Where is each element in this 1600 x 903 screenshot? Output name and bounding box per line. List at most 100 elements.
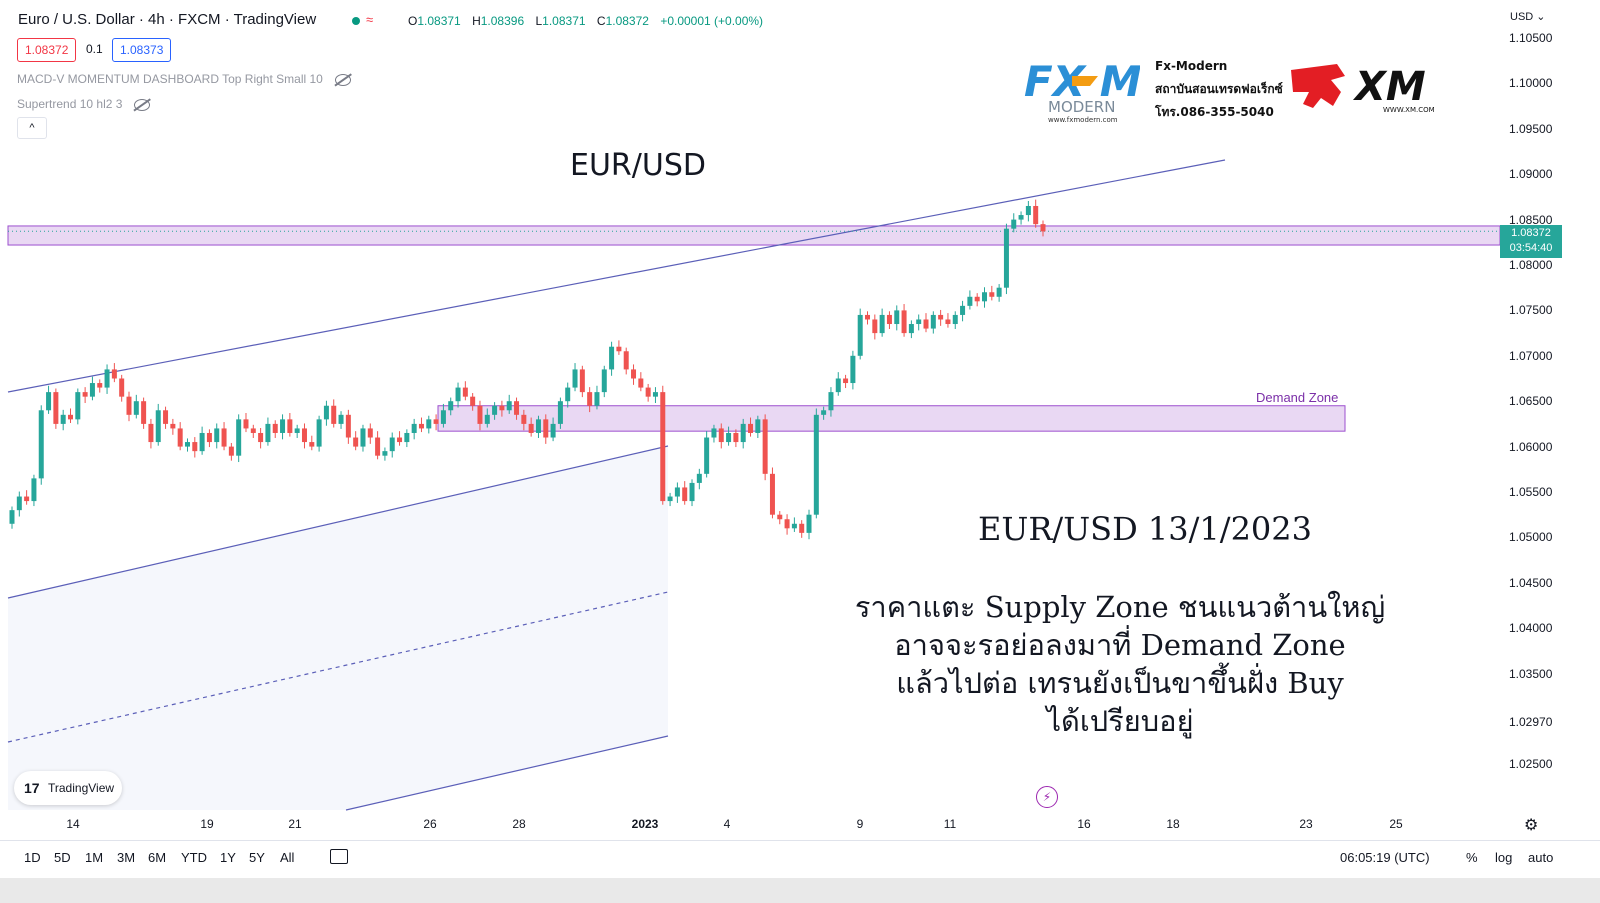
hidden-eye-icon[interactable] [134, 98, 151, 111]
candle-body [989, 292, 995, 297]
candle [638, 372, 644, 392]
candle-body [594, 392, 600, 406]
candle-body [960, 305, 966, 315]
candle-body [616, 346, 622, 352]
time-tick-label: 21 [288, 817, 302, 831]
candle-body [930, 314, 936, 329]
candle-body [177, 428, 183, 447]
currency-selector[interactable]: USD ⌄ [1510, 11, 1546, 23]
candle [696, 468, 702, 490]
settings-gear-icon[interactable]: ⚙ [1524, 817, 1539, 834]
candle [126, 391, 132, 422]
candle [908, 320, 914, 339]
channel-shade [8, 446, 668, 810]
price-chart[interactable] [0, 0, 1500, 840]
market-status-icon[interactable]: ≈ [352, 12, 392, 31]
candle [726, 426, 732, 446]
price-tick-label: 1.04000 [1509, 621, 1553, 636]
time-tick-label: 26 [423, 817, 437, 831]
candle-body [477, 405, 483, 424]
indicator-macd[interactable]: MACD-V MOMENTUM DASHBOARD Top Right Smal… [17, 72, 351, 86]
range-button-1d[interactable]: 1D [24, 850, 41, 865]
candle [148, 418, 154, 449]
svg-text:WWW.XM.COM: WWW.XM.COM [1383, 106, 1435, 114]
time-tick-label: 19 [200, 817, 214, 831]
candle-body [843, 378, 849, 384]
percent-scale-button[interactable]: % [1466, 850, 1478, 865]
symbol-title[interactable]: Euro / U.S. Dollar · 4h · FXCM · Trading… [18, 11, 317, 28]
candle [609, 341, 615, 376]
candle [938, 309, 944, 326]
candle-body [367, 428, 373, 438]
candle-body [206, 432, 212, 443]
candle [170, 418, 176, 435]
candle [177, 422, 183, 451]
candle-body [375, 437, 381, 456]
candle [755, 415, 761, 438]
time-tick-label: 16 [1077, 817, 1091, 831]
utc-clock[interactable]: 06:05:19 (UTC) [1340, 850, 1430, 865]
lightning-icon[interactable]: ⚡ [1036, 786, 1058, 808]
candle [360, 424, 366, 452]
range-button-1y[interactable]: 1Y [220, 850, 236, 865]
candle [930, 311, 936, 334]
bottom-strip [0, 878, 1600, 903]
range-button-1m[interactable]: 1M [85, 850, 104, 865]
candle [345, 409, 351, 444]
candle [601, 365, 607, 398]
candle-body [769, 473, 775, 515]
candle [806, 509, 812, 540]
candle-body [609, 346, 615, 370]
candle [543, 414, 549, 444]
range-button-5y[interactable]: 5Y [249, 850, 265, 865]
candle-body [301, 428, 307, 443]
candle [67, 408, 73, 423]
candle-body [272, 423, 278, 433]
candle-body [287, 419, 293, 433]
candle-body [214, 428, 220, 443]
price-tick-label: 1.09000 [1509, 167, 1553, 182]
collapse-indicators-button[interactable]: ^ [17, 117, 47, 139]
range-button-3m[interactable]: 3M [117, 850, 136, 865]
indicator-supertrend[interactable]: Supertrend 10 hl2 3 [17, 97, 151, 111]
candle-body [16, 496, 22, 511]
candle-body [799, 523, 805, 533]
candle [433, 414, 439, 431]
candle [323, 400, 329, 426]
candle [250, 424, 256, 438]
candle [645, 383, 651, 402]
hidden-eye-icon[interactable] [334, 73, 351, 86]
candle-body [938, 314, 944, 320]
range-button-6m[interactable]: 6M [148, 850, 167, 865]
candle [155, 403, 161, 446]
range-button-all[interactable]: All [280, 850, 295, 865]
date-range-icon[interactable] [330, 849, 348, 864]
time-tick-label: 4 [723, 817, 731, 831]
candle [784, 514, 790, 535]
candle [301, 423, 307, 449]
price-tick-label: 1.07000 [1509, 348, 1553, 363]
buy-price-button[interactable]: 1.08373 [112, 38, 172, 62]
candle [594, 385, 600, 410]
auto-scale-button[interactable]: auto [1528, 850, 1554, 865]
range-button-5d[interactable]: 5D [54, 850, 71, 865]
lower-channel-line [7, 445, 669, 599]
candle [879, 308, 885, 337]
log-scale-button[interactable]: log [1495, 850, 1513, 865]
candle [199, 426, 205, 455]
price-tick-label: 1.06500 [1509, 394, 1553, 409]
candle-body [916, 319, 922, 325]
candle-body [119, 378, 125, 397]
candle [470, 393, 476, 411]
candle [280, 414, 286, 440]
sell-price-button[interactable]: 1.08372 [17, 38, 77, 62]
candle [974, 293, 980, 307]
time-tick-label: 25 [1389, 817, 1403, 831]
time-tick-label: 23 [1299, 817, 1313, 831]
range-button-ytd[interactable]: YTD [181, 850, 207, 865]
candle [579, 365, 585, 398]
candle-body [631, 369, 637, 379]
tradingview-logo[interactable]: 17 TradingView [14, 771, 122, 805]
candle [338, 411, 344, 429]
candle-body [652, 392, 658, 397]
